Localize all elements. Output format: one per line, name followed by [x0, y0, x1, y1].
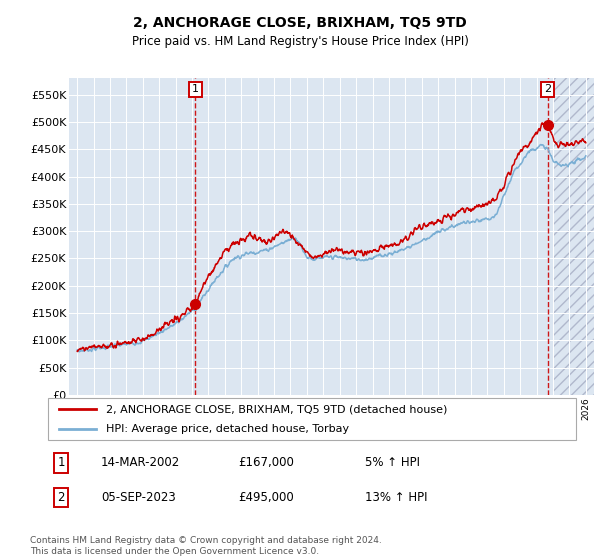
Text: 14-MAR-2002: 14-MAR-2002	[101, 456, 180, 469]
Text: 2, ANCHORAGE CLOSE, BRIXHAM, TQ5 9TD (detached house): 2, ANCHORAGE CLOSE, BRIXHAM, TQ5 9TD (de…	[106, 404, 448, 414]
Text: 1: 1	[58, 456, 65, 469]
Text: 05-SEP-2023: 05-SEP-2023	[101, 491, 176, 504]
Text: £167,000: £167,000	[238, 456, 294, 469]
Text: 13% ↑ HPI: 13% ↑ HPI	[365, 491, 427, 504]
Text: £495,000: £495,000	[238, 491, 294, 504]
Text: 2: 2	[544, 85, 551, 95]
Text: Price paid vs. HM Land Registry's House Price Index (HPI): Price paid vs. HM Land Registry's House …	[131, 35, 469, 48]
Text: 5% ↑ HPI: 5% ↑ HPI	[365, 456, 420, 469]
Text: HPI: Average price, detached house, Torbay: HPI: Average price, detached house, Torb…	[106, 424, 349, 433]
Text: 1: 1	[192, 85, 199, 95]
Text: 2, ANCHORAGE CLOSE, BRIXHAM, TQ5 9TD: 2, ANCHORAGE CLOSE, BRIXHAM, TQ5 9TD	[133, 16, 467, 30]
FancyBboxPatch shape	[48, 398, 576, 440]
Text: 2: 2	[58, 491, 65, 504]
Bar	[553, 78, 594, 395]
Text: Contains HM Land Registry data © Crown copyright and database right 2024.
This d: Contains HM Land Registry data © Crown c…	[30, 536, 382, 556]
